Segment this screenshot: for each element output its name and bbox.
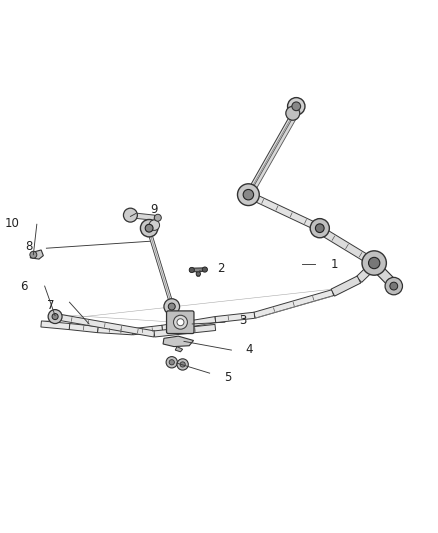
Text: 6: 6: [21, 280, 28, 293]
Polygon shape: [247, 114, 295, 195]
Text: 10: 10: [4, 217, 19, 230]
Circle shape: [202, 267, 208, 272]
Circle shape: [177, 359, 188, 370]
Text: 3: 3: [239, 314, 247, 327]
Circle shape: [168, 303, 175, 310]
FancyBboxPatch shape: [166, 311, 194, 334]
Polygon shape: [41, 321, 70, 329]
Polygon shape: [189, 317, 216, 327]
Circle shape: [177, 319, 184, 326]
Circle shape: [390, 282, 398, 290]
Circle shape: [310, 219, 329, 238]
Polygon shape: [190, 268, 207, 276]
Polygon shape: [254, 290, 334, 318]
Polygon shape: [154, 325, 215, 337]
Polygon shape: [163, 336, 194, 346]
Polygon shape: [356, 262, 377, 282]
Circle shape: [237, 184, 259, 206]
Polygon shape: [247, 191, 321, 231]
Circle shape: [141, 220, 158, 237]
Circle shape: [30, 251, 37, 258]
Circle shape: [173, 311, 181, 319]
Circle shape: [169, 360, 174, 365]
Polygon shape: [98, 327, 133, 335]
Text: 7: 7: [47, 299, 54, 312]
Text: 1: 1: [331, 258, 338, 271]
Text: 8: 8: [25, 240, 32, 253]
Polygon shape: [69, 324, 98, 333]
Polygon shape: [175, 346, 183, 352]
Circle shape: [52, 313, 58, 320]
Circle shape: [166, 357, 177, 368]
Polygon shape: [170, 306, 178, 316]
Polygon shape: [318, 227, 376, 266]
Circle shape: [288, 98, 305, 115]
Circle shape: [164, 298, 180, 314]
Circle shape: [180, 362, 185, 367]
Circle shape: [196, 272, 201, 276]
Circle shape: [154, 214, 161, 221]
Polygon shape: [371, 261, 397, 288]
Circle shape: [243, 189, 254, 200]
Circle shape: [149, 220, 159, 230]
Circle shape: [173, 315, 187, 329]
Circle shape: [48, 310, 62, 324]
Polygon shape: [250, 114, 298, 196]
Text: 5: 5: [224, 371, 231, 384]
Polygon shape: [130, 213, 155, 220]
Text: 2: 2: [218, 262, 225, 275]
Circle shape: [189, 268, 194, 272]
Circle shape: [315, 224, 324, 232]
Text: 4: 4: [246, 343, 253, 356]
Polygon shape: [162, 321, 190, 332]
Text: 9: 9: [150, 204, 158, 216]
Circle shape: [368, 257, 380, 269]
Polygon shape: [55, 313, 155, 337]
Circle shape: [286, 106, 300, 120]
Circle shape: [385, 277, 403, 295]
Polygon shape: [331, 276, 361, 296]
Circle shape: [145, 224, 153, 232]
Circle shape: [124, 208, 138, 222]
Polygon shape: [148, 230, 173, 305]
Circle shape: [292, 102, 300, 111]
Polygon shape: [132, 325, 162, 335]
Polygon shape: [30, 250, 43, 259]
Circle shape: [362, 251, 386, 275]
Polygon shape: [215, 312, 255, 322]
